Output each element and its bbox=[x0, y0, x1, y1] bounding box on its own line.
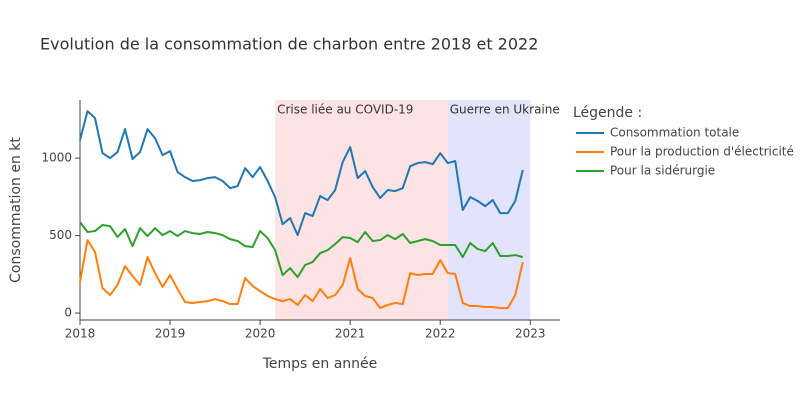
chart-title: Evolution de la consommation de charbon … bbox=[40, 35, 538, 54]
region-label: Guerre en Ukraine bbox=[450, 103, 560, 117]
x-tick-label: 2022 bbox=[425, 327, 456, 341]
x-tick-label: 2023 bbox=[515, 327, 546, 341]
x-tick-label: 2020 bbox=[245, 327, 276, 341]
legend-title: Légende : bbox=[573, 105, 642, 121]
y-tick-label: 1000 bbox=[41, 151, 72, 165]
shaded-region bbox=[447, 100, 531, 320]
y-tick-label: 0 bbox=[64, 306, 72, 320]
legend-label: Consommation totale bbox=[610, 126, 739, 140]
shaded-region bbox=[275, 100, 448, 320]
legend-label: Pour la sidérurgie bbox=[610, 164, 715, 178]
y-tick-label: 500 bbox=[49, 228, 72, 242]
series-line bbox=[79, 239, 524, 310]
x-axis-title: Temps en année bbox=[262, 356, 378, 372]
x-tick-label: 2021 bbox=[335, 327, 366, 341]
series-line bbox=[79, 221, 524, 279]
legend-label: Pour la production d'électricité bbox=[610, 145, 794, 159]
x-tick-label: 2019 bbox=[155, 327, 186, 341]
y-axis-title: Consommation en kt bbox=[8, 137, 24, 283]
region-label: Crise liée au COVID-19 bbox=[277, 103, 413, 117]
series-line bbox=[79, 110, 524, 237]
x-tick-label: 2018 bbox=[65, 327, 96, 341]
